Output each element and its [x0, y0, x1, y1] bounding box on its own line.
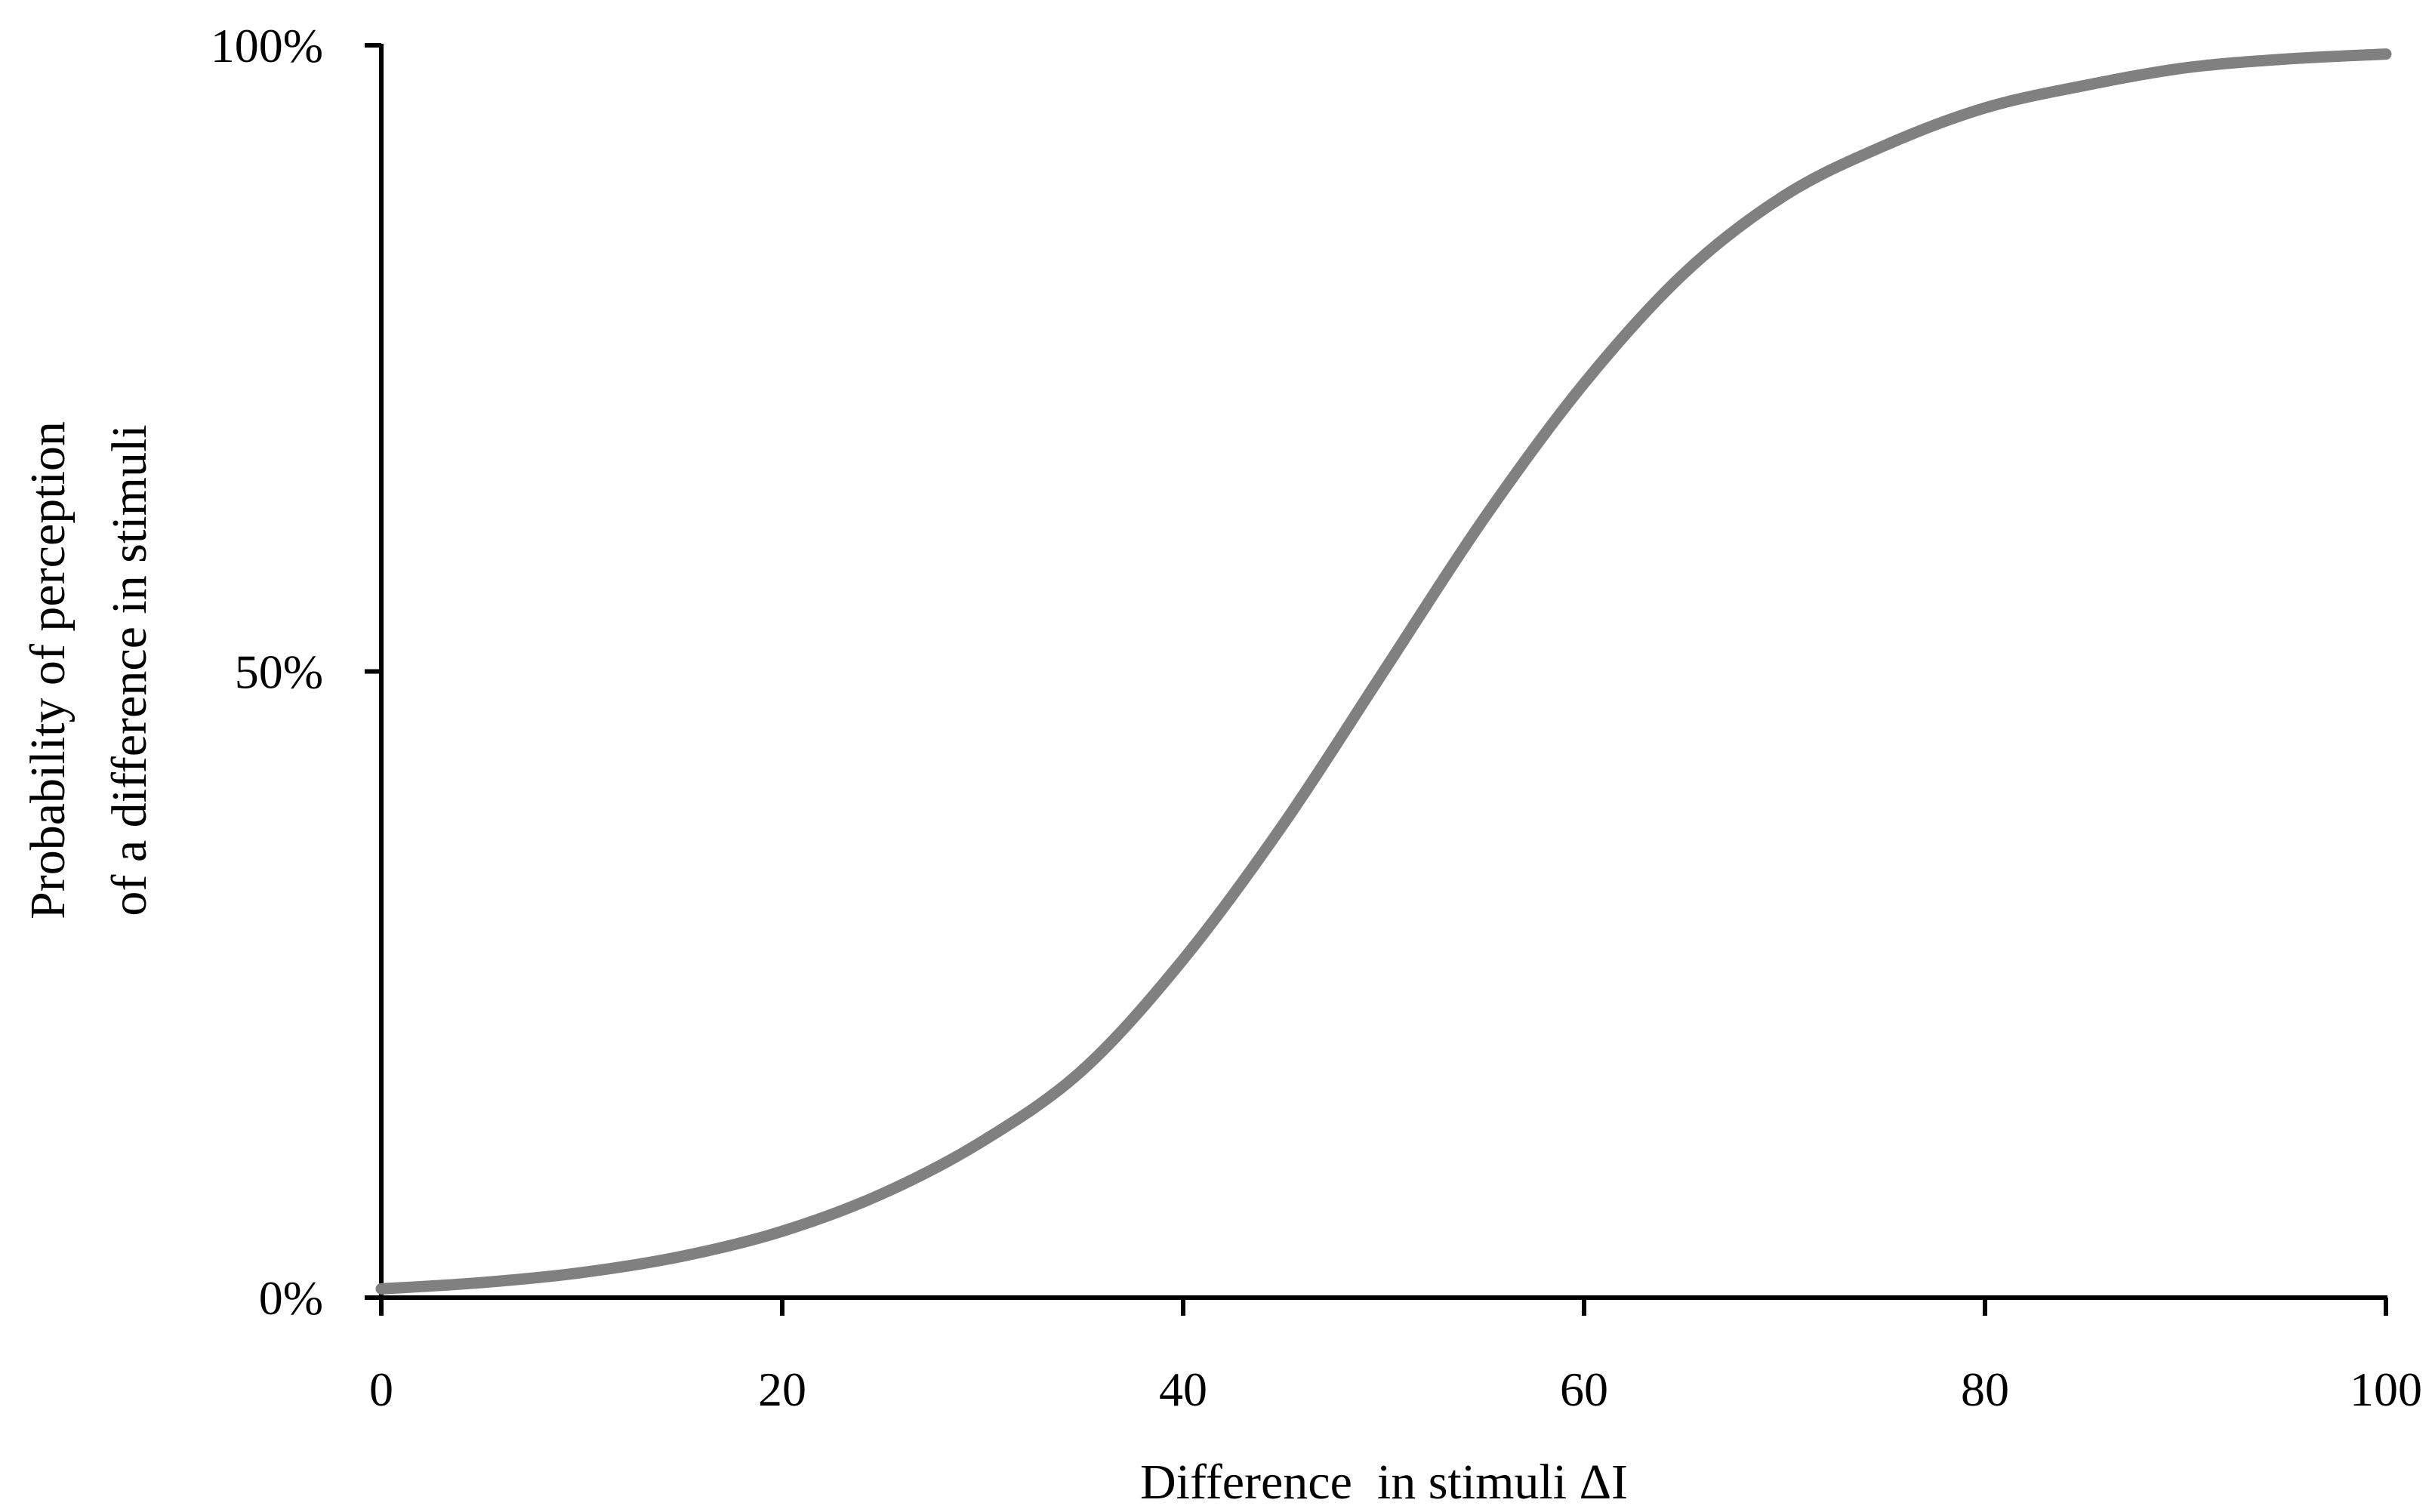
- y-axis-title-line-2: of a difference in stimuli: [102, 424, 157, 916]
- y-axis-title: Probability of perception of a differenc…: [20, 421, 157, 919]
- x-tick-label: 100: [2350, 1363, 2422, 1416]
- x-tick-label: 40: [1159, 1363, 1207, 1416]
- series-line: [375, 48, 2392, 1295]
- y-tick-label: 100%: [211, 19, 323, 72]
- x-tick-label: 20: [758, 1363, 806, 1416]
- y-tick-label: 50%: [235, 645, 323, 699]
- y-tick-label: 0%: [259, 1271, 323, 1325]
- x-tick-label: 80: [1961, 1363, 2009, 1416]
- x-tick-label: 60: [1560, 1363, 1608, 1416]
- x-ticks: [379, 1298, 2388, 1316]
- x-axis-title: Difference in stimuli ΔI: [1140, 1455, 1628, 1510]
- y-ticks: [365, 43, 381, 1300]
- y-tick-labels: 0% 50% 100%: [211, 19, 323, 1325]
- x-tick-label: 0: [369, 1363, 393, 1416]
- x-tick-labels: 0 20 40 60 80 100: [369, 1363, 2422, 1416]
- y-axis-title-line-1: Probability of perception: [20, 421, 76, 919]
